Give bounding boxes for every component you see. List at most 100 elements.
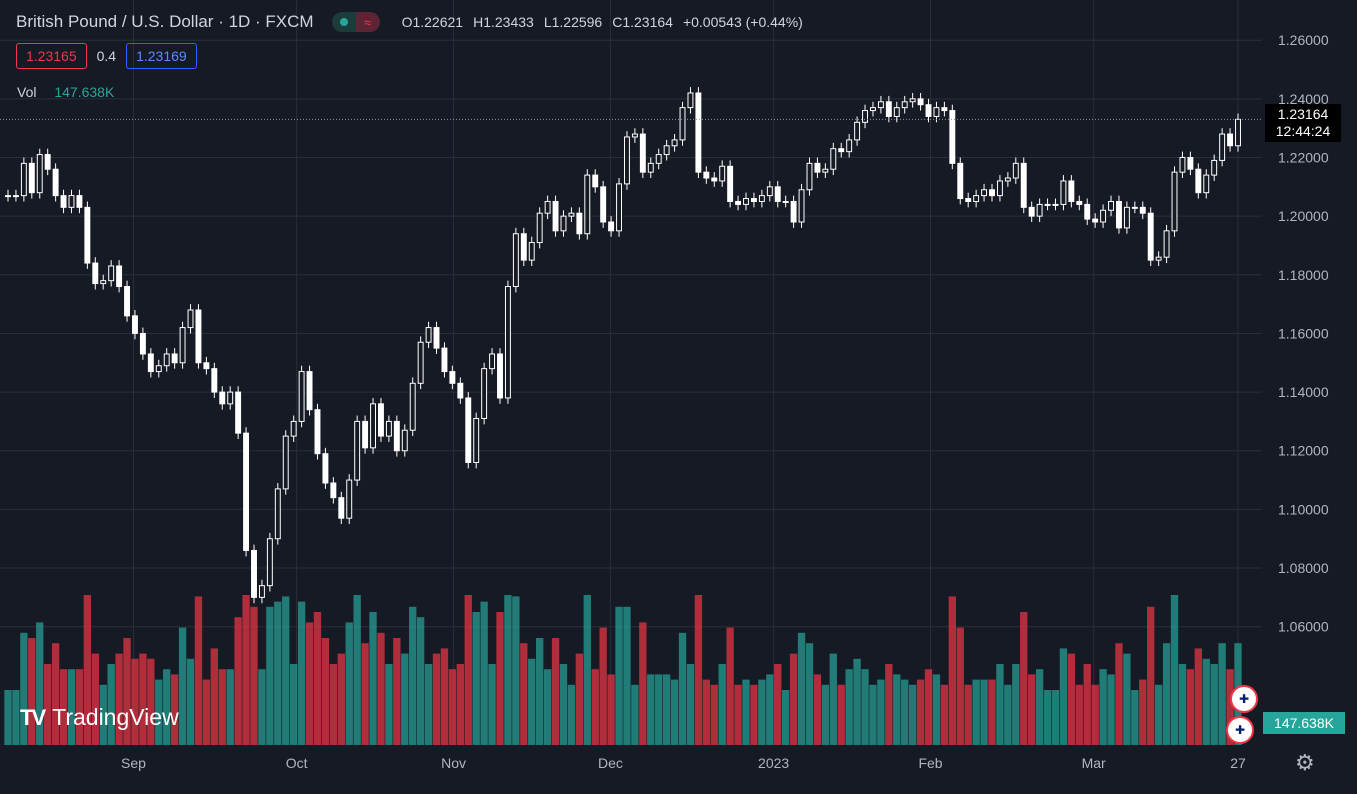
market-status-toggle[interactable]: ≈ [331,12,380,32]
volume-bar [710,684,718,745]
candle-body [949,110,956,164]
candle-body [568,212,575,217]
volume-bar [1004,684,1012,745]
volume-bar [877,679,885,745]
candle-body [687,92,694,109]
candle-body [163,353,170,367]
volume-bar [282,596,290,745]
volume-bar [869,684,877,745]
candle-body [1060,180,1067,205]
volume-bar [1210,664,1218,745]
x-tick-label: Oct [286,755,308,771]
candle-body [92,262,99,285]
candle-body [393,420,400,452]
sell-button[interactable]: 1.23165 [16,43,87,69]
candle-body [822,168,829,173]
candle-body [766,186,773,197]
volume-bar [1091,684,1099,745]
volume-bar [290,664,298,745]
candle-body [782,200,789,203]
bar-countdown: 12:44:24 [1275,123,1331,139]
candle-body [5,195,11,198]
volume-bar [1059,648,1068,745]
volume-bar [1162,643,1171,745]
volume-bar [139,653,147,745]
candle-body [497,353,503,399]
volume-bar [1139,679,1147,745]
volume-bar [742,679,750,745]
volume-bar [424,664,433,745]
last-price-value: 1.23164 [1277,106,1329,122]
candle-body [401,429,408,452]
volume-bar [718,664,726,745]
volume-bar [226,669,234,745]
volume-bar [75,669,84,745]
y-tick-label: 1.08000 [1278,560,1329,576]
volume-bar [988,679,996,745]
uk-flag-icon[interactable]: ✚ [1230,685,1258,713]
candle-body [877,101,884,109]
candle-body [36,154,43,194]
volume-bar [234,617,242,745]
uk-flag-icon[interactable]: ✚ [1226,716,1254,744]
volume-bar [956,627,964,745]
candle-body [20,162,27,197]
candle-body [1020,162,1027,208]
gear-icon[interactable]: ⚙ [1295,750,1315,775]
volume-tag: 147.638K [1263,712,1345,734]
candle-body [996,180,1003,197]
candle-body [806,162,813,191]
volume-bar [440,648,449,745]
volume-bar [924,669,933,745]
price-axis[interactable]: 1.06000 1.08000 1.10000 1.12000 1.14000 1.160… [1278,32,1329,635]
volume-bar [1028,674,1036,745]
volume-bar [797,632,806,745]
candle-body [60,195,67,208]
candle-body [1004,177,1011,182]
volume-bar [448,669,457,745]
candle-body [1131,206,1138,209]
candle-body [298,371,305,422]
candle-body [378,403,384,437]
volume-bar [488,664,496,745]
volume-bar [615,606,623,745]
volume-bar [512,596,520,745]
candle-body [171,353,178,364]
y-tick-label: 1.12000 [1278,443,1329,459]
time-axis[interactable]: Sep Oct Nov Dec 2023 Feb Mar 27 [121,755,1246,771]
candle-body [750,198,757,202]
trade-buttons: 1.23165 0.4 1.23169 [16,43,197,69]
candle-body [528,242,535,261]
candle-body [441,347,448,373]
x-tick-label: 2023 [758,755,789,771]
candle-body [1028,206,1035,217]
candle-body [409,382,416,431]
volume-bar [250,606,258,745]
candle-body [504,286,511,399]
candle-body [639,133,646,173]
buy-button[interactable]: 1.23169 [126,43,197,69]
candle-body [219,391,226,405]
tradingview-logo[interactable]: TV TradingView [20,704,179,730]
candle-body [1235,118,1241,147]
candle-body [28,162,35,194]
volume-bar [67,669,76,745]
candle-body [417,341,424,384]
candle-body [1123,206,1130,229]
candle-body [846,139,853,153]
volume-bar [980,679,988,745]
volume-bar [948,596,956,745]
candle-body [1036,203,1043,217]
candle-body [727,165,734,202]
candle-body [520,233,527,261]
candle-body [1171,171,1178,232]
volume-bar [1123,653,1131,745]
candle-body [1092,218,1099,223]
volume-legend[interactable]: Vol 147.638K [17,84,114,100]
candle-body [711,177,718,182]
candle-body [933,107,940,117]
symbol-title[interactable]: British Pound / U.S. Dollar · 1D · FXCM [16,12,314,31]
candle-body [854,121,861,141]
candle-body [1155,256,1162,261]
